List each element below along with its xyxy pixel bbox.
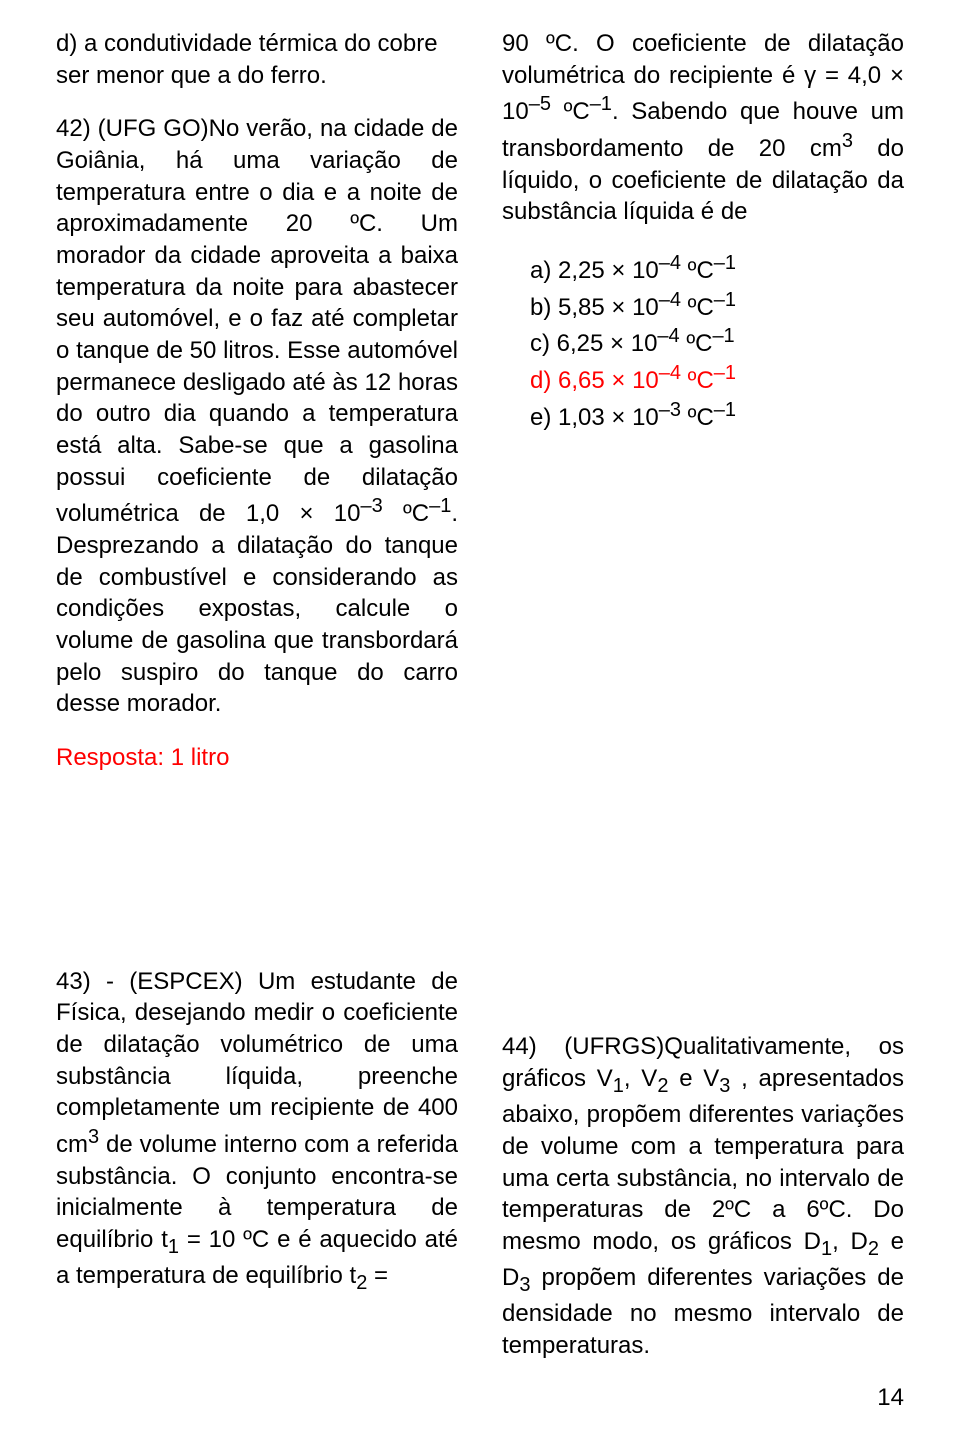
right-column: 90 ºC. O coeficiente de dilatação volumé… (502, 28, 904, 1362)
q43-sup3: 3 (88, 1126, 99, 1148)
option-exp: –4 (659, 252, 681, 274)
q44-sub4: 1 (821, 1238, 832, 1260)
option-e: e) 1,03 × 10–3 ºC–1 (530, 397, 904, 434)
option-exp: –4 (657, 325, 679, 347)
question-44: 44) (UFRGS)Qualitativamente, os gráficos… (502, 1031, 904, 1361)
option-label: a) 2,25 × 10 (530, 257, 659, 284)
option-d: d) 6,65 × 10–4 ºC–1 (530, 360, 904, 397)
q42-text-post: . Desprezando a dilatação do tanque de c… (56, 500, 458, 717)
option-b: b) 5,85 × 10–4 ºC–1 (530, 287, 904, 324)
q43-sub2: 2 (356, 1272, 367, 1294)
option-label: c) 6,25 × 10 (530, 330, 657, 357)
page-number: 14 (877, 1382, 904, 1414)
option-exp2: –1 (714, 289, 736, 311)
answer-42: Resposta: 1 litro (56, 742, 458, 774)
q44-mid3: , apresentados abaixo, propõem diferente… (502, 1065, 904, 1255)
option-tail: ºC (681, 294, 714, 321)
q42-exp2: –1 (429, 495, 451, 517)
option-exp: –3 (659, 399, 681, 421)
option-tail: ºC (680, 330, 713, 357)
r1-mid1: ºC (551, 98, 590, 125)
option-exp2: –1 (714, 362, 736, 384)
r1-exp2: –1 (590, 93, 612, 115)
q44-sub2: 2 (657, 1075, 668, 1097)
q43-end: = (367, 1262, 388, 1289)
q44-mid1: , V (624, 1065, 657, 1092)
question-42: 42) (UFG GO)No verão, na cidade de Goiân… (56, 113, 458, 720)
q44-sub3: 3 (719, 1075, 730, 1097)
option-label: e) 1,03 × 10 (530, 404, 659, 431)
option-exp2: –1 (714, 252, 736, 274)
q42-text-mid: ºC (383, 500, 429, 527)
option-tail: ºC (681, 367, 714, 394)
options-list: a) 2,25 × 10–4 ºC–1b) 5,85 × 10–4 ºC–1c)… (502, 250, 904, 433)
q42-exp1: –3 (360, 495, 382, 517)
q43-sub1: 1 (168, 1236, 179, 1258)
r1-sup3: 3 (842, 130, 853, 152)
q44-end: propõem diferentes variações de densidad… (502, 1264, 904, 1359)
r1-exp1: –5 (529, 93, 551, 115)
q44-sub5: 2 (868, 1238, 879, 1260)
q44-mid4: , D (832, 1228, 868, 1255)
option-tail: ºC (681, 404, 714, 431)
q43-pre: 43) - (ESPCEX) Um estudante de Física, d… (56, 968, 458, 1158)
q44-sub1: 1 (613, 1075, 624, 1097)
left-column: d) a condutividade térmica do cobre ser … (56, 28, 458, 1362)
option-exp: –4 (659, 362, 681, 384)
option-a: a) 2,25 × 10–4 ºC–1 (530, 250, 904, 287)
option-exp: –4 (659, 289, 681, 311)
option-d-text: d) a condutividade térmica do cobre ser … (56, 28, 458, 91)
option-tail: ºC (681, 257, 714, 284)
option-exp2: –1 (712, 325, 734, 347)
option-label: b) 5,85 × 10 (530, 294, 659, 321)
option-c: c) 6,25 × 10–4 ºC–1 (530, 323, 904, 360)
q42-text-pre: 42) (UFG GO)No verão, na cidade de Goiân… (56, 115, 458, 527)
q44-mid2: e V (668, 1065, 719, 1092)
option-exp2: –1 (714, 399, 736, 421)
q44-sub6: 3 (519, 1274, 530, 1296)
option-label: d) 6,65 × 10 (530, 367, 659, 394)
question-43-continuation: 90 ºC. O coeficiente de dilatação volumé… (502, 28, 904, 228)
question-43: 43) - (ESPCEX) Um estudante de Física, d… (56, 966, 458, 1297)
